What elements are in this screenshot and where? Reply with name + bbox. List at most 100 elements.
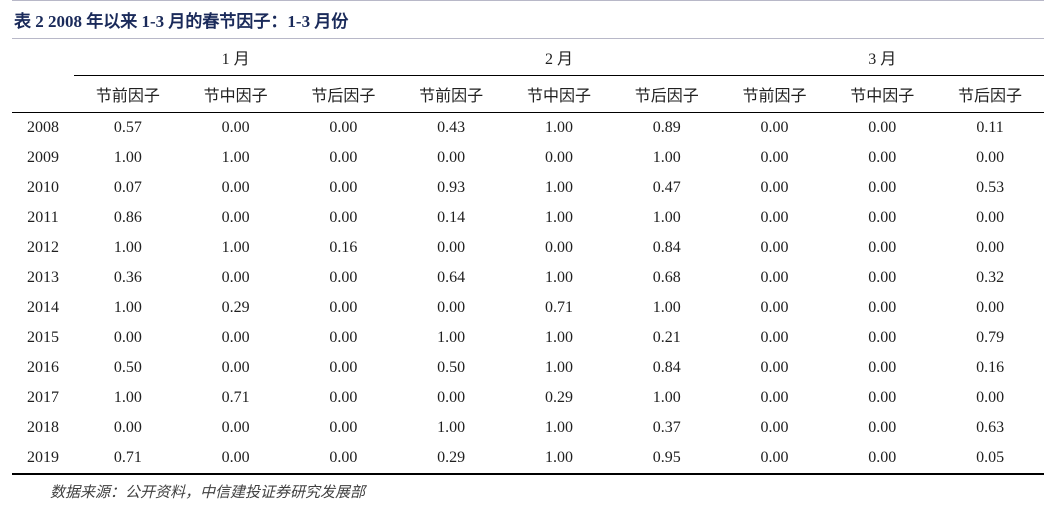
data-cell: 0.84 bbox=[613, 233, 721, 263]
table-row: 20141.000.290.000.000.711.000.000.000.00 bbox=[12, 293, 1044, 323]
year-cell: 2015 bbox=[12, 323, 74, 353]
data-cell: 0.63 bbox=[936, 413, 1044, 443]
data-cell: 0.00 bbox=[828, 233, 936, 263]
data-cell: 0.29 bbox=[182, 293, 290, 323]
data-table: 1 月 2 月 3 月 节前因子 节中因子 节后因子 节前因子 节中因子 节后因… bbox=[12, 39, 1044, 475]
data-cell: 0.11 bbox=[936, 113, 1044, 144]
table-row: 20080.570.000.000.431.000.890.000.000.11 bbox=[12, 113, 1044, 144]
data-cell: 1.00 bbox=[397, 413, 505, 443]
table-container: 表 2 2008 年以来 1-3 月的春节因子：1-3 月份 1 月 2 月 3… bbox=[0, 0, 1056, 508]
data-cell: 0.57 bbox=[74, 113, 182, 144]
data-cell: 1.00 bbox=[74, 293, 182, 323]
data-cell: 0.00 bbox=[721, 173, 829, 203]
data-cell: 0.00 bbox=[290, 203, 398, 233]
table-row: 20100.070.000.000.931.000.470.000.000.53 bbox=[12, 173, 1044, 203]
data-cell: 0.00 bbox=[721, 113, 829, 144]
data-cell: 0.16 bbox=[936, 353, 1044, 383]
data-cell: 0.93 bbox=[397, 173, 505, 203]
data-cell: 0.00 bbox=[182, 203, 290, 233]
data-cell: 0.00 bbox=[828, 293, 936, 323]
data-cell: 0.00 bbox=[721, 143, 829, 173]
data-cell: 0.00 bbox=[936, 143, 1044, 173]
data-source: 数据来源：公开资料，中信建投证券研究发展部 bbox=[12, 475, 1044, 508]
data-cell: 0.00 bbox=[74, 323, 182, 353]
header-row-months: 1 月 2 月 3 月 bbox=[12, 39, 1044, 76]
data-cell: 0.00 bbox=[721, 233, 829, 263]
data-cell: 0.00 bbox=[721, 293, 829, 323]
data-cell: 1.00 bbox=[505, 263, 613, 293]
data-cell: 0.71 bbox=[505, 293, 613, 323]
data-cell: 0.00 bbox=[828, 353, 936, 383]
data-cell: 0.00 bbox=[828, 443, 936, 474]
data-cell: 0.00 bbox=[721, 383, 829, 413]
data-cell: 0.00 bbox=[397, 383, 505, 413]
data-cell: 0.00 bbox=[182, 353, 290, 383]
data-cell: 1.00 bbox=[505, 443, 613, 474]
table-row: 20121.001.000.160.000.000.840.000.000.00 bbox=[12, 233, 1044, 263]
year-cell: 2008 bbox=[12, 113, 74, 144]
data-cell: 1.00 bbox=[613, 143, 721, 173]
year-cell: 2019 bbox=[12, 443, 74, 474]
data-cell: 0.86 bbox=[74, 203, 182, 233]
data-cell: 0.79 bbox=[936, 323, 1044, 353]
year-cell: 2010 bbox=[12, 173, 74, 203]
sub-header: 节前因子 bbox=[721, 76, 829, 113]
table-title: 表 2 2008 年以来 1-3 月的春节因子：1-3 月份 bbox=[12, 0, 1044, 39]
data-cell: 0.71 bbox=[182, 383, 290, 413]
data-cell: 0.00 bbox=[828, 263, 936, 293]
header-row-factors: 节前因子 节中因子 节后因子 节前因子 节中因子 节后因子 节前因子 节中因子 … bbox=[12, 76, 1044, 113]
data-cell: 0.00 bbox=[828, 173, 936, 203]
table-row: 20130.360.000.000.641.000.680.000.000.32 bbox=[12, 263, 1044, 293]
data-cell: 0.00 bbox=[182, 323, 290, 353]
data-cell: 0.00 bbox=[721, 323, 829, 353]
data-cell: 0.00 bbox=[290, 443, 398, 474]
data-cell: 0.29 bbox=[397, 443, 505, 474]
data-cell: 0.00 bbox=[182, 443, 290, 474]
table-row: 20150.000.000.001.001.000.210.000.000.79 bbox=[12, 323, 1044, 353]
data-cell: 0.00 bbox=[290, 353, 398, 383]
data-cell: 0.50 bbox=[74, 353, 182, 383]
data-cell: 1.00 bbox=[505, 113, 613, 144]
data-cell: 0.32 bbox=[936, 263, 1044, 293]
data-cell: 0.16 bbox=[290, 233, 398, 263]
data-cell: 1.00 bbox=[74, 143, 182, 173]
data-cell: 0.71 bbox=[74, 443, 182, 474]
data-cell: 0.37 bbox=[613, 413, 721, 443]
data-cell: 0.95 bbox=[613, 443, 721, 474]
data-cell: 0.89 bbox=[613, 113, 721, 144]
data-cell: 0.00 bbox=[936, 293, 1044, 323]
data-cell: 0.50 bbox=[397, 353, 505, 383]
data-cell: 0.00 bbox=[721, 263, 829, 293]
table-row: 20171.000.710.000.000.291.000.000.000.00 bbox=[12, 383, 1044, 413]
data-cell: 0.00 bbox=[828, 143, 936, 173]
data-cell: 0.00 bbox=[290, 323, 398, 353]
data-cell: 0.00 bbox=[397, 293, 505, 323]
data-cell: 0.00 bbox=[182, 263, 290, 293]
data-cell: 1.00 bbox=[74, 383, 182, 413]
year-cell: 2013 bbox=[12, 263, 74, 293]
data-cell: 0.00 bbox=[936, 233, 1044, 263]
data-cell: 0.00 bbox=[290, 143, 398, 173]
sub-header: 节前因子 bbox=[74, 76, 182, 113]
data-cell: 0.00 bbox=[74, 413, 182, 443]
data-cell: 0.00 bbox=[290, 263, 398, 293]
data-cell: 1.00 bbox=[613, 203, 721, 233]
data-cell: 0.53 bbox=[936, 173, 1044, 203]
table-body: 20080.570.000.000.431.000.890.000.000.11… bbox=[12, 113, 1044, 475]
sub-header: 节中因子 bbox=[182, 76, 290, 113]
header-month-2: 2 月 bbox=[397, 39, 720, 76]
data-cell: 1.00 bbox=[505, 203, 613, 233]
sub-header: 节后因子 bbox=[290, 76, 398, 113]
data-cell: 1.00 bbox=[505, 413, 613, 443]
data-cell: 1.00 bbox=[397, 323, 505, 353]
table-row: 20160.500.000.000.501.000.840.000.000.16 bbox=[12, 353, 1044, 383]
data-cell: 0.29 bbox=[505, 383, 613, 413]
data-cell: 0.00 bbox=[397, 143, 505, 173]
year-cell: 2017 bbox=[12, 383, 74, 413]
header-year-blank2 bbox=[12, 76, 74, 113]
data-cell: 0.36 bbox=[74, 263, 182, 293]
data-cell: 0.00 bbox=[721, 443, 829, 474]
data-cell: 1.00 bbox=[505, 323, 613, 353]
data-cell: 1.00 bbox=[182, 233, 290, 263]
data-cell: 0.00 bbox=[182, 413, 290, 443]
